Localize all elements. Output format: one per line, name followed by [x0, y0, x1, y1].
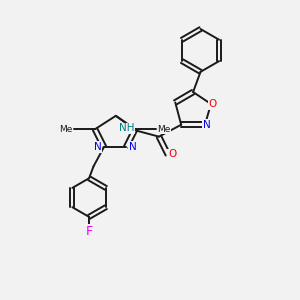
Text: N: N [94, 142, 102, 152]
Text: N: N [129, 142, 136, 152]
Text: F: F [85, 225, 93, 238]
Text: NH: NH [119, 123, 134, 133]
Text: Me: Me [59, 125, 73, 134]
Text: O: O [208, 99, 217, 109]
Text: N: N [202, 120, 210, 130]
Text: O: O [168, 149, 176, 160]
Text: Me: Me [158, 125, 171, 134]
